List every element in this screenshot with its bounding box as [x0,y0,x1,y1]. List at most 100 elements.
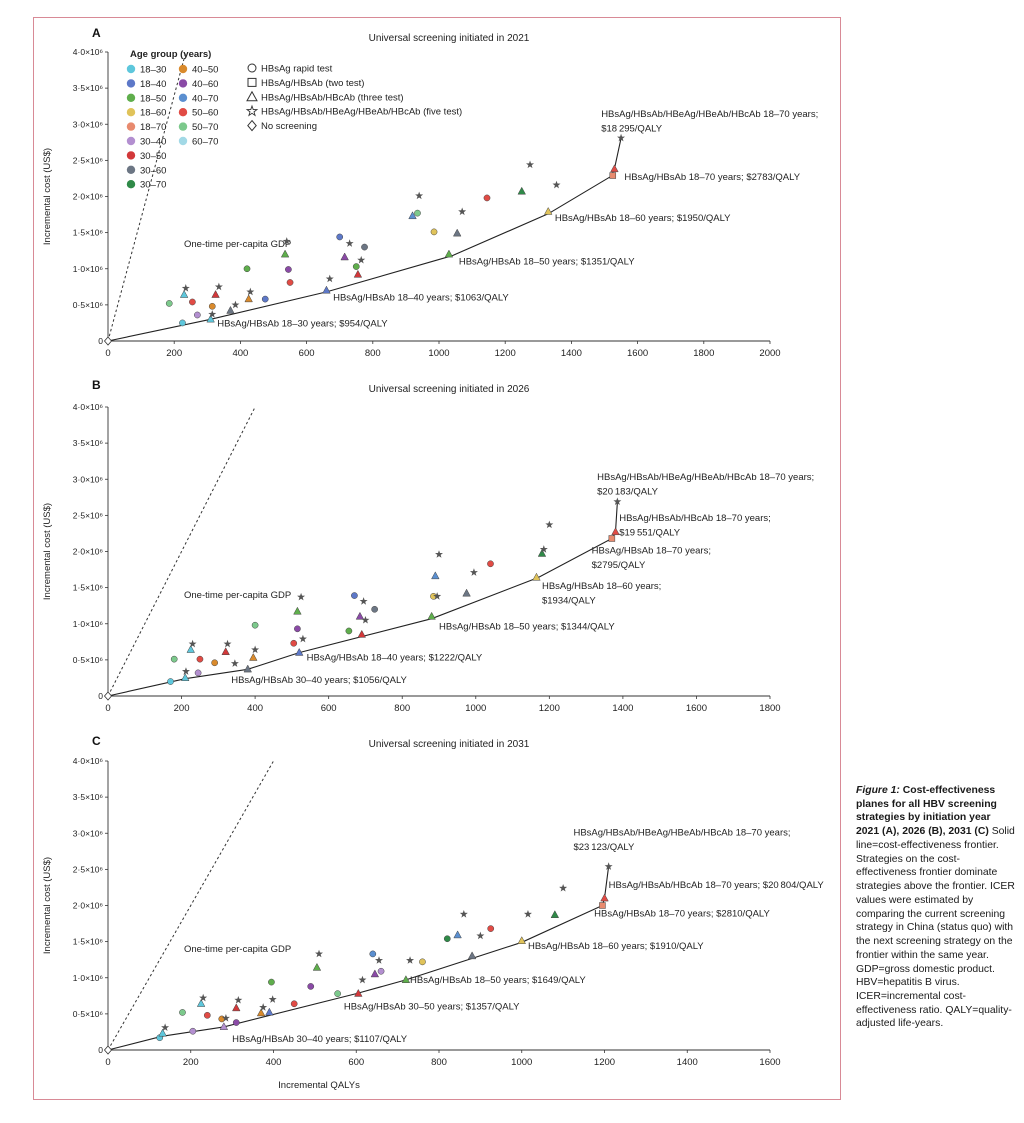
data-point-circle [189,1027,197,1035]
legend-age-title: Age group (years) [130,49,211,60]
frontier-label: HBsAg/HBsAb 18–70 years; [592,546,711,557]
legend-age-swatch [126,108,136,117]
legend-age-label: 30–50 [140,151,166,162]
x-tick-label: 400 [232,348,248,359]
x-tick-label: 0 [105,348,110,359]
data-point-circle [165,300,173,307]
data-point-circle [179,319,186,327]
data-point-circle [261,295,269,303]
y-tick-label: 3·5×10⁶ [73,792,103,802]
chart-title: Universal screening initiated in 2021 [369,33,530,44]
data-point-triangle [256,1008,266,1017]
data-point-circle [307,983,315,990]
data-point-triangle [219,1022,229,1030]
x-tick-label: 600 [299,348,315,359]
legend-strategy-label: HBsAg rapid test [261,64,333,75]
data-point-star [476,931,485,940]
legend-age-label: 18–60 [140,108,166,119]
chart-panel-c: C Universal screening initiated in 2031 0 2… [42,734,824,1091]
frontier-label: $20 183/QALY [597,486,659,497]
data-point-star [357,255,366,264]
x-tick-label: 1400 [677,1057,698,1068]
y-tick-label: 1·0×10⁶ [73,264,103,274]
data-point-circle [294,625,301,633]
data-point-circle [371,605,378,613]
legend-age-label: 18–40 [140,79,166,90]
data-point-triangle [221,647,230,655]
y-tick-label: 0 [98,691,103,701]
data-point-circle [286,279,294,286]
frontier-label: $23 123/QALY [573,842,635,853]
y-tick-label: 1·5×10⁶ [73,583,103,593]
data-point-circle [430,228,438,236]
data-point-star [359,597,368,605]
panel-letter: B [92,378,101,392]
legend-age-label: 18–30 [140,65,166,76]
legend-age-label: 50–70 [192,122,218,133]
legend-strategy-label: No screening [261,121,317,132]
data-point-triangle [517,186,526,195]
legend: Age group (years) 18–30 18–40 18–50 18–60 18–… [126,49,462,191]
x-tick-label: 1200 [539,703,560,714]
data-point-star [545,520,554,529]
x-tick-label: 1000 [511,1057,532,1068]
data-point-triangle [431,571,440,580]
y-axis-label: Incremental cost (US$) [42,503,53,600]
y-tick-label: 1·5×10⁶ [73,228,103,238]
data-point-star [415,191,424,200]
data-point-triangle [462,588,471,597]
data-point-star [523,909,532,918]
frontier-label: HBsAg/HBsAb 18–60 years; [542,581,661,592]
data-point-triangle [600,893,609,902]
legend-age-swatch [178,79,188,88]
legend-age-swatch [126,79,136,88]
data-point-triangle [408,211,417,220]
data-point-circle [443,935,451,943]
data-point-circle [208,302,216,310]
y-tick-label: 2·0×10⁶ [73,901,103,911]
gdp-threshold-line [107,406,256,697]
data-point-star [268,995,277,1003]
star-icon [245,104,259,117]
data-point-diamond [103,1045,113,1055]
data-point-triangle [181,673,190,681]
frontier-label: HBsAg/HBsAb/HBcAb 18–70 years; $20 804/Q… [609,880,825,891]
data-point-triangle [452,228,462,237]
data-point-triangle [340,252,349,261]
x-tick-label: 800 [394,703,410,714]
data-point-circle [211,659,219,667]
data-point-triangle [243,664,252,673]
x-tick-label: 0 [105,703,110,714]
data-point-star [361,615,370,624]
frontier-label: HBsAg/HBsAb 30–50 years; $1357/QALY [344,1002,520,1013]
legend-age-swatch [126,122,136,131]
data-point-triangle [295,647,304,656]
data-point-star [231,300,240,309]
figure-frame [33,17,841,1100]
x-tick-label: 1600 [759,1057,780,1068]
y-axis-label: Incremental cost (US$) [42,148,53,245]
y-tick-label: 3·5×10⁶ [73,438,103,448]
data-point-triangle [354,988,363,997]
data-point-triangle [249,652,258,661]
y-tick-label: 2·0×10⁶ [73,547,103,557]
data-point-circle [203,1011,211,1019]
data-point-circle [334,990,341,997]
data-point-triangle [293,606,302,615]
data-point-diamond [103,691,113,701]
legend-age-swatch [178,64,188,74]
gdp-threshold-label: One-time per-capita GDP [184,944,291,955]
legend-age-swatch [126,180,136,189]
data-point-star [282,237,291,245]
frontier-label: HBsAg/HBsAb 18–40 years; $1222/QALY [307,653,483,664]
frontier-label: HBsAg/HBsAb 18–60 years; $1950/QALY [555,213,731,224]
legend-age-swatch [126,151,136,160]
frontier-label: HBsAg/HBsAb 18–40 years; $1063/QALY [333,293,509,304]
data-point-triangle [265,1007,274,1016]
data-point-star [251,645,260,654]
data-point-triangle [453,930,462,939]
data-point-triangle [444,249,454,258]
gdp-threshold-line [107,760,274,1051]
data-point-circle [419,958,426,966]
data-point-triangle [544,206,553,215]
